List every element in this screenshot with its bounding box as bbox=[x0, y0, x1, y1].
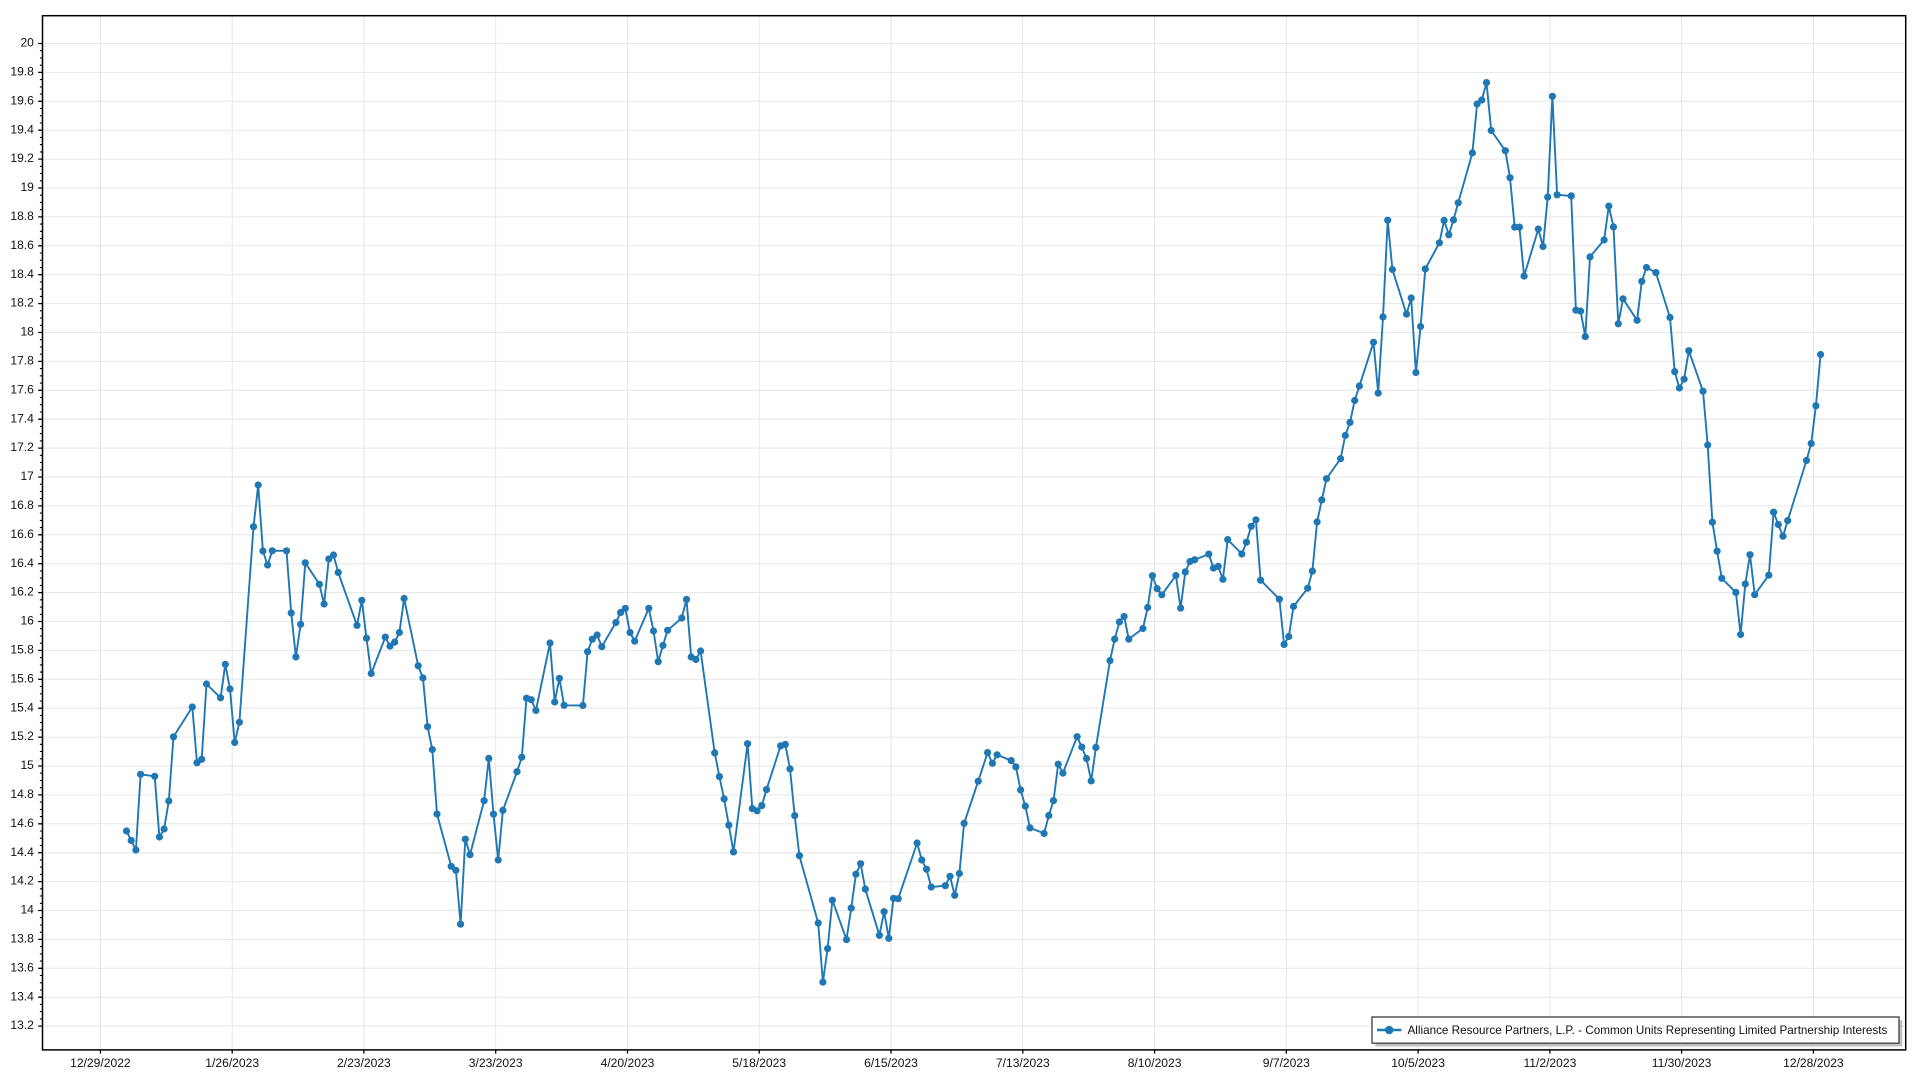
svg-text:9/7/2023: 9/7/2023 bbox=[1263, 1056, 1310, 1070]
svg-text:2/23/2023: 2/23/2023 bbox=[337, 1056, 391, 1070]
svg-text:16.6: 16.6 bbox=[10, 527, 34, 541]
svg-text:17.6: 17.6 bbox=[10, 382, 34, 396]
svg-text:15: 15 bbox=[20, 758, 34, 772]
svg-text:11/2/2023: 11/2/2023 bbox=[1523, 1056, 1576, 1070]
svg-text:19.8: 19.8 bbox=[10, 65, 34, 79]
svg-text:18.4: 18.4 bbox=[10, 267, 34, 281]
svg-text:19: 19 bbox=[20, 180, 34, 194]
svg-text:14.4: 14.4 bbox=[10, 845, 34, 859]
svg-text:16.2: 16.2 bbox=[10, 585, 34, 599]
svg-text:12/29/2022: 12/29/2022 bbox=[70, 1056, 131, 1070]
svg-text:18.8: 18.8 bbox=[10, 209, 34, 223]
svg-text:8/10/2023: 8/10/2023 bbox=[1128, 1056, 1182, 1070]
svg-text:1/26/2023: 1/26/2023 bbox=[205, 1056, 259, 1070]
svg-text:15.4: 15.4 bbox=[10, 700, 34, 714]
svg-text:13.8: 13.8 bbox=[10, 932, 34, 946]
svg-text:12/28/2023: 12/28/2023 bbox=[1783, 1056, 1844, 1070]
svg-text:15.8: 15.8 bbox=[10, 643, 34, 657]
svg-text:16.4: 16.4 bbox=[10, 556, 34, 570]
svg-text:18: 18 bbox=[20, 325, 34, 339]
svg-text:19.2: 19.2 bbox=[10, 151, 34, 165]
svg-text:3/23/2023: 3/23/2023 bbox=[469, 1056, 523, 1070]
svg-text:13.2: 13.2 bbox=[10, 1018, 34, 1032]
svg-text:5/18/2023: 5/18/2023 bbox=[732, 1056, 786, 1070]
svg-text:15.6: 15.6 bbox=[10, 671, 34, 685]
svg-text:11/30/2023: 11/30/2023 bbox=[1652, 1056, 1712, 1070]
svg-text:7/13/2023: 7/13/2023 bbox=[996, 1056, 1050, 1070]
svg-text:13.4: 13.4 bbox=[10, 989, 34, 1003]
svg-text:4/20/2023: 4/20/2023 bbox=[601, 1056, 655, 1070]
svg-text:10/5/2023: 10/5/2023 bbox=[1391, 1056, 1445, 1070]
svg-text:Alliance Resource Partners, L.: Alliance Resource Partners, L.P. - Commo… bbox=[1408, 1024, 1888, 1037]
svg-text:19.6: 19.6 bbox=[10, 93, 34, 107]
svg-text:18.6: 18.6 bbox=[10, 238, 34, 252]
svg-text:17: 17 bbox=[20, 469, 34, 483]
svg-text:14.8: 14.8 bbox=[10, 787, 34, 801]
svg-text:6/15/2023: 6/15/2023 bbox=[864, 1056, 918, 1070]
svg-text:16: 16 bbox=[20, 614, 34, 628]
svg-text:17.2: 17.2 bbox=[10, 440, 34, 454]
svg-text:14.2: 14.2 bbox=[10, 874, 34, 888]
svg-text:15.2: 15.2 bbox=[10, 729, 34, 743]
svg-text:17.8: 17.8 bbox=[10, 354, 34, 368]
svg-text:16.8: 16.8 bbox=[10, 498, 34, 512]
svg-text:13.6: 13.6 bbox=[10, 960, 34, 974]
svg-text:20: 20 bbox=[20, 36, 34, 50]
svg-text:19.4: 19.4 bbox=[10, 122, 34, 136]
svg-text:17.4: 17.4 bbox=[10, 411, 34, 425]
svg-text:14: 14 bbox=[20, 903, 34, 917]
svg-text:18.2: 18.2 bbox=[10, 296, 34, 310]
svg-text:14.6: 14.6 bbox=[10, 816, 34, 830]
